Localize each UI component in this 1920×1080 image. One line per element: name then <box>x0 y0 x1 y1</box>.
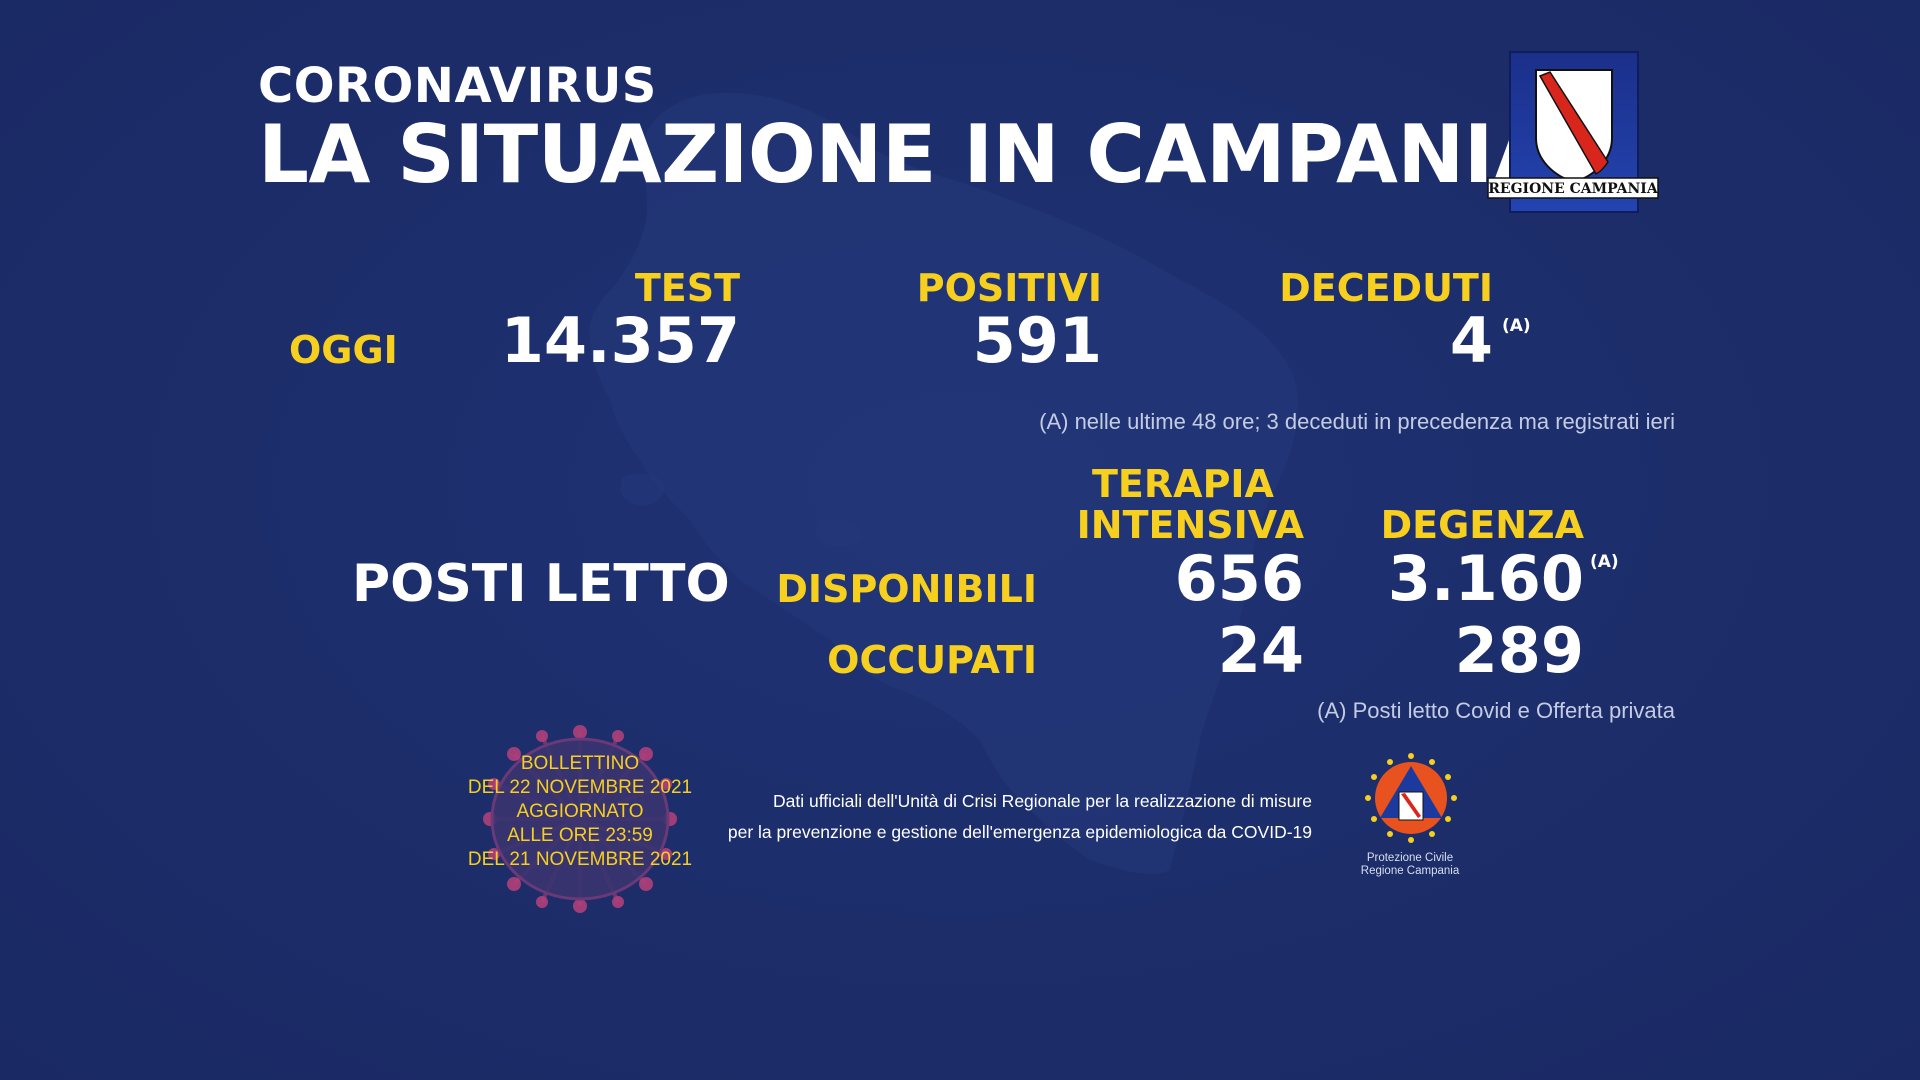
logo-text: REGIONE CAMPANIA <box>1488 181 1659 197</box>
icu-occupied-value: 24 <box>1217 614 1304 687</box>
test-header: TEST <box>634 266 740 310</box>
data-source-text: Dati ufficiali dell'Unità di Crisi Regio… <box>700 786 1312 848</box>
icu-header-line2: INTENSIVA <box>1076 503 1304 547</box>
source-line2: per la prevenzione e gestione dell'emerg… <box>727 822 1312 842</box>
today-row-label: OGGI <box>289 328 398 372</box>
deceased-value: 4 <box>1449 304 1493 377</box>
test-value: 14.357 <box>500 304 740 377</box>
regione-campania-logo: REGIONE CAMPANIA <box>1487 51 1659 213</box>
bulletin-line2: DEL 22 NOVEMBRE 2021 <box>467 777 693 798</box>
pc-caption-line2: Regione Campania <box>1360 865 1460 877</box>
ward-occupied-value: 289 <box>1454 614 1584 687</box>
bulletin-line5: DEL 21 NOVEMBRE 2021 <box>467 849 693 870</box>
protezione-civile-logo <box>1365 753 1457 843</box>
civil-protection-caption: Protezione Civile Regione Campania <box>1340 852 1480 878</box>
positive-header: POSITIVI <box>916 266 1102 310</box>
ward-available-marker: (A) <box>1590 552 1619 572</box>
bulletin-info: BOLLETTINO DEL 22 NOVEMBRE 2021 AGGIORNA… <box>440 752 720 872</box>
bulletin-line1: BOLLETTINO <box>520 753 640 774</box>
icu-available-value: 656 <box>1174 542 1304 615</box>
beds-note: (A) Posti letto Covid e Offerta privata <box>1317 698 1675 723</box>
deceased-note: (A) nelle ultime 48 ore; 3 deceduti in p… <box>1039 409 1675 434</box>
available-label: DISPONIBILI <box>776 567 1037 611</box>
beds-section-label: POSTI LETTO <box>352 554 730 614</box>
bulletin-line3: AGGIORNATO <box>516 801 644 822</box>
bulletin-line4: ALLE ORE 23:59 <box>507 825 653 846</box>
pc-caption-line1: Protezione Civile <box>1366 852 1454 864</box>
ward-available-value: 3.160 <box>1387 542 1584 615</box>
occupied-label: OCCUPATI <box>827 638 1037 682</box>
page-title: LA SITUAZIONE IN CAMPANIA <box>258 108 1555 201</box>
source-line1: Dati ufficiali dell'Unità di Crisi Regio… <box>773 791 1312 811</box>
subtitle: CORONAVIRUS <box>258 58 657 114</box>
ward-header: DEGENZA <box>1380 503 1584 547</box>
positive-value: 591 <box>972 304 1102 377</box>
deceased-header: DECEDUTI <box>1279 266 1493 310</box>
coronavirus-icon <box>483 725 677 913</box>
deceased-marker: (A) <box>1502 316 1531 336</box>
icu-header-line1: TERAPIA <box>1092 462 1274 506</box>
